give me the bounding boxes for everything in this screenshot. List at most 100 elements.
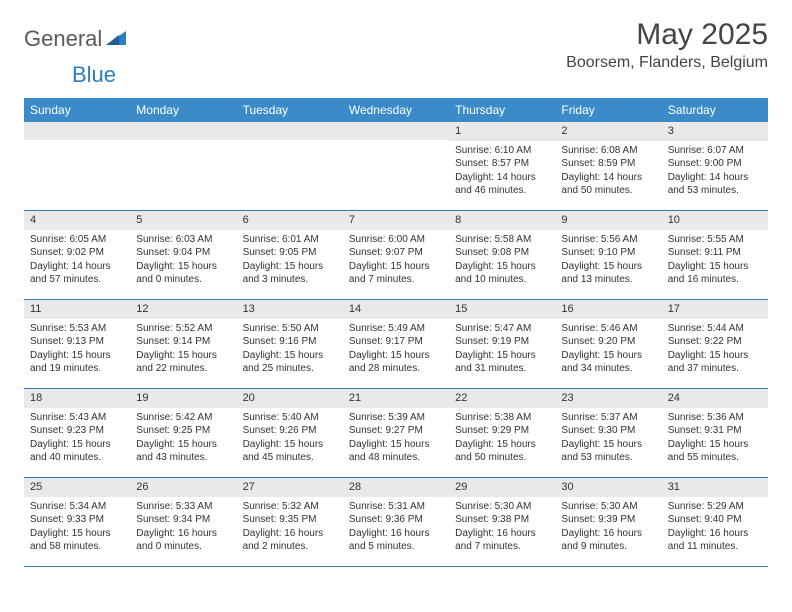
daylight-text-1: Daylight: 15 hours [561, 349, 655, 363]
sunrise-text: Sunrise: 5:46 AM [561, 322, 655, 336]
day-body: Sunrise: 6:08 AMSunset: 8:59 PMDaylight:… [555, 141, 661, 202]
sunset-text: Sunset: 9:02 PM [30, 246, 124, 260]
sunset-text: Sunset: 9:11 PM [668, 246, 762, 260]
sunrise-text: Sunrise: 5:36 AM [668, 411, 762, 425]
day-cell: 27Sunrise: 5:32 AMSunset: 9:35 PMDayligh… [237, 478, 343, 566]
daylight-text-2: and 2 minutes. [243, 540, 337, 554]
sunrise-text: Sunrise: 5:31 AM [349, 500, 443, 514]
day-body: Sunrise: 5:44 AMSunset: 9:22 PMDaylight:… [662, 319, 768, 380]
calendar-grid: SundayMondayTuesdayWednesdayThursdayFrid… [24, 98, 768, 567]
daylight-text-1: Daylight: 14 hours [30, 260, 124, 274]
sunset-text: Sunset: 9:34 PM [136, 513, 230, 527]
sunrise-text: Sunrise: 5:53 AM [30, 322, 124, 336]
daylight-text-2: and 25 minutes. [243, 362, 337, 376]
day-number: 12 [130, 300, 236, 319]
weekday-header-row: SundayMondayTuesdayWednesdayThursdayFrid… [24, 98, 768, 122]
daylight-text-1: Daylight: 15 hours [668, 260, 762, 274]
empty-day-bar [24, 122, 130, 140]
day-body: Sunrise: 5:43 AMSunset: 9:23 PMDaylight:… [24, 408, 130, 469]
day-cell: 20Sunrise: 5:40 AMSunset: 9:26 PMDayligh… [237, 389, 343, 477]
sunset-text: Sunset: 9:39 PM [561, 513, 655, 527]
daylight-text-2: and 16 minutes. [668, 273, 762, 287]
sunrise-text: Sunrise: 6:05 AM [30, 233, 124, 247]
sunset-text: Sunset: 9:19 PM [455, 335, 549, 349]
empty-day-bar [343, 122, 449, 140]
week-row: 18Sunrise: 5:43 AMSunset: 9:23 PMDayligh… [24, 389, 768, 478]
daylight-text-2: and 5 minutes. [349, 540, 443, 554]
empty-day-bar [237, 122, 343, 140]
day-number: 19 [130, 389, 236, 408]
day-cell: 13Sunrise: 5:50 AMSunset: 9:16 PMDayligh… [237, 300, 343, 388]
day-cell: 28Sunrise: 5:31 AMSunset: 9:36 PMDayligh… [343, 478, 449, 566]
day-cell: 14Sunrise: 5:49 AMSunset: 9:17 PMDayligh… [343, 300, 449, 388]
day-number: 25 [24, 478, 130, 497]
sunset-text: Sunset: 9:17 PM [349, 335, 443, 349]
sunset-text: Sunset: 9:33 PM [30, 513, 124, 527]
daylight-text-1: Daylight: 16 hours [136, 527, 230, 541]
daylight-text-1: Daylight: 15 hours [136, 349, 230, 363]
daylight-text-1: Daylight: 16 hours [455, 527, 549, 541]
sunrise-text: Sunrise: 5:47 AM [455, 322, 549, 336]
empty-day-bar [130, 122, 236, 140]
day-body: Sunrise: 5:47 AMSunset: 9:19 PMDaylight:… [449, 319, 555, 380]
day-body: Sunrise: 5:30 AMSunset: 9:38 PMDaylight:… [449, 497, 555, 558]
daylight-text-1: Daylight: 15 hours [243, 260, 337, 274]
daylight-text-2: and 53 minutes. [561, 451, 655, 465]
brand-logo: General [24, 18, 128, 52]
sunset-text: Sunset: 9:38 PM [455, 513, 549, 527]
sunrise-text: Sunrise: 5:29 AM [668, 500, 762, 514]
sunrise-text: Sunrise: 5:38 AM [455, 411, 549, 425]
daylight-text-2: and 10 minutes. [455, 273, 549, 287]
day-cell [237, 122, 343, 210]
day-cell: 7Sunrise: 6:00 AMSunset: 9:07 PMDaylight… [343, 211, 449, 299]
sunset-text: Sunset: 9:29 PM [455, 424, 549, 438]
daylight-text-2: and 58 minutes. [30, 540, 124, 554]
day-body: Sunrise: 6:01 AMSunset: 9:05 PMDaylight:… [237, 230, 343, 291]
day-number: 22 [449, 389, 555, 408]
day-cell: 15Sunrise: 5:47 AMSunset: 9:19 PMDayligh… [449, 300, 555, 388]
daylight-text-1: Daylight: 15 hours [349, 349, 443, 363]
daylight-text-1: Daylight: 16 hours [243, 527, 337, 541]
weekday-header: Saturday [662, 98, 768, 122]
day-number: 4 [24, 211, 130, 230]
daylight-text-1: Daylight: 15 hours [561, 438, 655, 452]
sunset-text: Sunset: 9:08 PM [455, 246, 549, 260]
sunrise-text: Sunrise: 5:40 AM [243, 411, 337, 425]
sunrise-text: Sunrise: 6:01 AM [243, 233, 337, 247]
day-body: Sunrise: 6:00 AMSunset: 9:07 PMDaylight:… [343, 230, 449, 291]
day-body: Sunrise: 5:32 AMSunset: 9:35 PMDaylight:… [237, 497, 343, 558]
day-cell: 2Sunrise: 6:08 AMSunset: 8:59 PMDaylight… [555, 122, 661, 210]
sunset-text: Sunset: 9:20 PM [561, 335, 655, 349]
daylight-text-1: Daylight: 15 hours [243, 438, 337, 452]
day-number: 16 [555, 300, 661, 319]
day-cell: 17Sunrise: 5:44 AMSunset: 9:22 PMDayligh… [662, 300, 768, 388]
day-cell: 6Sunrise: 6:01 AMSunset: 9:05 PMDaylight… [237, 211, 343, 299]
day-body: Sunrise: 5:42 AMSunset: 9:25 PMDaylight:… [130, 408, 236, 469]
daylight-text-2: and 55 minutes. [668, 451, 762, 465]
daylight-text-1: Daylight: 15 hours [349, 260, 443, 274]
day-cell: 26Sunrise: 5:33 AMSunset: 9:34 PMDayligh… [130, 478, 236, 566]
day-body: Sunrise: 5:39 AMSunset: 9:27 PMDaylight:… [343, 408, 449, 469]
day-cell: 16 Sunrise: 5:46 AMSunset: 9:20 PMDayligh… [555, 300, 661, 388]
day-number: 3 [662, 122, 768, 141]
day-body: Sunrise: 6:10 AMSunset: 8:57 PMDaylight:… [449, 141, 555, 202]
location: Boorsem, Flanders, Belgium [566, 54, 768, 72]
day-number: 11 [24, 300, 130, 319]
sunset-text: Sunset: 9:40 PM [668, 513, 762, 527]
sunset-text: Sunset: 9:04 PM [136, 246, 230, 260]
daylight-text-2: and 57 minutes. [30, 273, 124, 287]
day-number: 2 [555, 122, 661, 141]
day-number: 14 [343, 300, 449, 319]
day-cell: 30Sunrise: 5:30 AMSunset: 9:39 PMDayligh… [555, 478, 661, 566]
day-number: 13 [237, 300, 343, 319]
weekday-header: Wednesday [343, 98, 449, 122]
day-body: Sunrise: 5:52 AMSunset: 9:14 PMDaylight:… [130, 319, 236, 380]
day-number: 24 [662, 389, 768, 408]
day-number: 1 [449, 122, 555, 141]
daylight-text-2: and 13 minutes. [561, 273, 655, 287]
day-number: 20 [237, 389, 343, 408]
day-number: 9 [555, 211, 661, 230]
day-body: Sunrise: 5:36 AMSunset: 9:31 PMDaylight:… [662, 408, 768, 469]
day-body: Sunrise: 6:05 AMSunset: 9:02 PMDaylight:… [24, 230, 130, 291]
daylight-text-1: Daylight: 15 hours [455, 260, 549, 274]
